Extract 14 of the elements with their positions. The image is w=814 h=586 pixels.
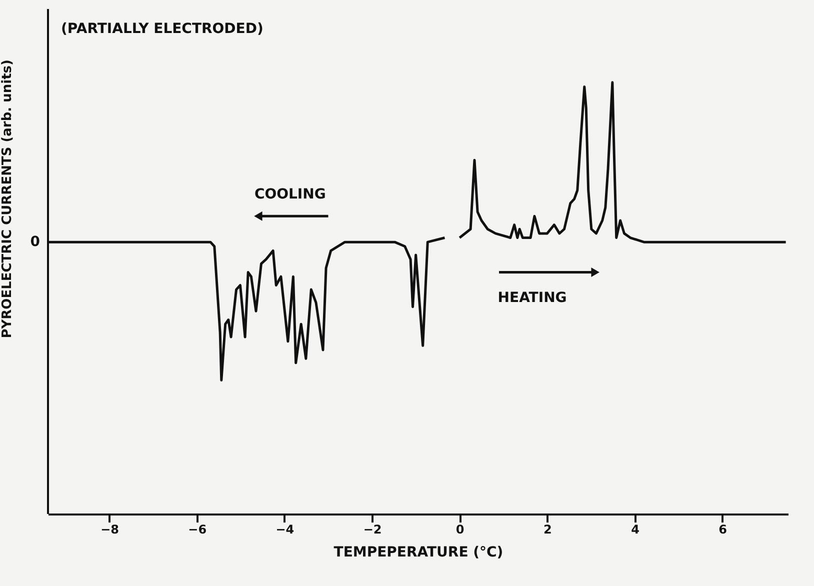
- chart-title: (PARTIALLY ELECTRODED): [61, 21, 264, 37]
- x-tick-label: −4: [276, 522, 294, 536]
- x-tick-label: 0: [456, 522, 464, 536]
- x-tick-label: −2: [363, 522, 382, 536]
- x-tick-label: −8: [100, 522, 120, 536]
- x-tick-label: 4: [631, 522, 640, 536]
- annotation: COOLING: [254, 186, 326, 203]
- annotation: HEATING: [498, 290, 567, 306]
- y-axis-title: PYROELECTRIC CURRENTS (arb. units): [0, 60, 15, 338]
- x-tick-label: 2: [543, 522, 552, 536]
- annotation: 0: [30, 234, 40, 250]
- x-tick-label: −6: [188, 522, 207, 536]
- x-axis-title: TEMPEPERATURE (°C): [334, 544, 504, 560]
- x-tick-label: 6: [718, 522, 727, 536]
